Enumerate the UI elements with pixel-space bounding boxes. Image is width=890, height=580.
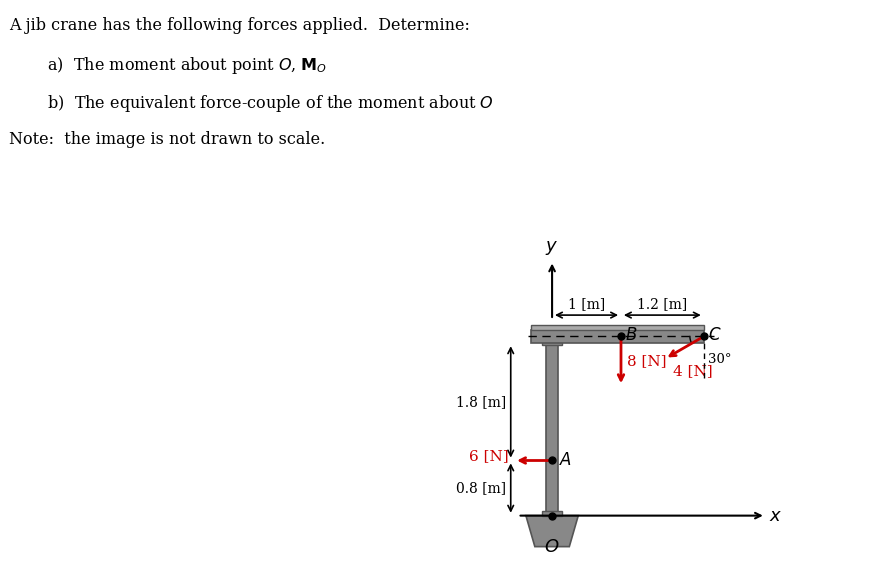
Bar <box>542 340 562 345</box>
Text: $O$: $O$ <box>545 538 560 556</box>
Text: 1.8 [m]: 1.8 [m] <box>457 395 506 409</box>
Text: 0.8 [m]: 0.8 [m] <box>457 481 506 495</box>
Bar <box>542 512 562 516</box>
Text: $B$: $B$ <box>625 327 637 343</box>
Text: a)  The moment about point $O$, $\mathbf{M}_O$: a) The moment about point $O$, $\mathbf{… <box>27 55 327 76</box>
Text: $A$: $A$ <box>559 452 572 469</box>
Text: $y$: $y$ <box>546 239 559 257</box>
Text: 4 [N]: 4 [N] <box>673 364 713 378</box>
Text: $C$: $C$ <box>708 327 722 343</box>
Bar <box>531 325 704 329</box>
Text: Note:  the image is not drawn to scale.: Note: the image is not drawn to scale. <box>9 130 325 147</box>
Text: $x$: $x$ <box>769 506 782 525</box>
Text: 6 [N]: 6 [N] <box>469 450 509 463</box>
Text: 30°: 30° <box>708 353 732 366</box>
Text: 1 [m]: 1 [m] <box>568 297 605 311</box>
Text: A jib crane has the following forces applied.  Determine:: A jib crane has the following forces app… <box>9 17 470 34</box>
Bar <box>531 329 704 343</box>
Text: 1.2 [m]: 1.2 [m] <box>637 297 687 311</box>
Polygon shape <box>526 516 578 546</box>
Bar <box>546 343 558 516</box>
Text: b)  The equivalent force-couple of the moment about $O$: b) The equivalent force-couple of the mo… <box>27 93 494 114</box>
Text: 8 [N]: 8 [N] <box>627 354 666 368</box>
